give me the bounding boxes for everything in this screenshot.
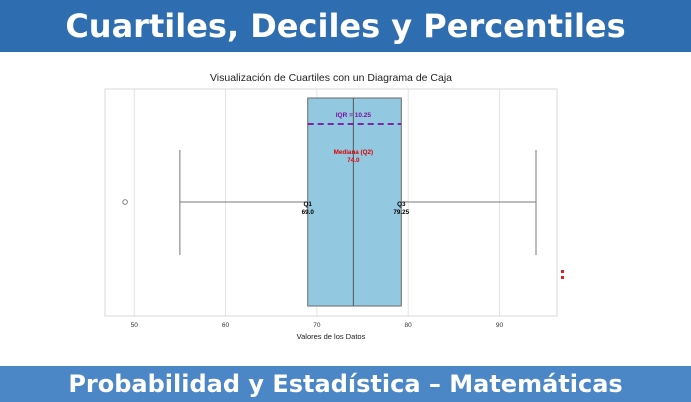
x-tick-labels: 50 60 70 80 90: [131, 322, 504, 329]
header-banner: Cuartiles, Deciles y Percentiles: [0, 0, 691, 52]
whiskers: [179, 150, 537, 255]
q3-annotation-label: Q3: [397, 201, 406, 208]
footer-banner: Probabilidad y Estadística – Matemáticas: [0, 366, 691, 402]
outliers: [122, 199, 128, 205]
q3-annotation-value: 79.25: [393, 209, 409, 216]
x-tick-label: 60: [222, 322, 230, 329]
page-title: Cuartiles, Deciles y Percentiles: [65, 7, 626, 45]
x-tick-label: 80: [405, 322, 413, 329]
median-annotation-label: Mediana (Q2): [334, 149, 374, 156]
median-annotation-value: 74.0: [347, 157, 360, 164]
q1-annotation-value: 69.0: [302, 209, 315, 216]
x-axis-label: Valores de los Datos: [297, 332, 366, 341]
x-tick-label: 90: [496, 322, 504, 329]
footer-subtitle: Probabilidad y Estadística – Matemáticas: [68, 370, 623, 398]
x-tick-label: 50: [131, 322, 139, 329]
red-dot-marks: [561, 268, 565, 286]
outlier-point: [122, 199, 128, 205]
q1-annotation-label: Q1: [304, 201, 313, 208]
iqr-annotation: IQR = 10.25: [336, 112, 372, 119]
iqr-box: [307, 97, 402, 307]
plot-frame: [104, 88, 558, 317]
box-plot-chart: Visualización de Cuartiles con un Diagra…: [104, 72, 558, 341]
x-tick-label: 70: [313, 322, 321, 329]
chart-title: Visualización de Cuartiles con un Diagra…: [210, 72, 452, 84]
